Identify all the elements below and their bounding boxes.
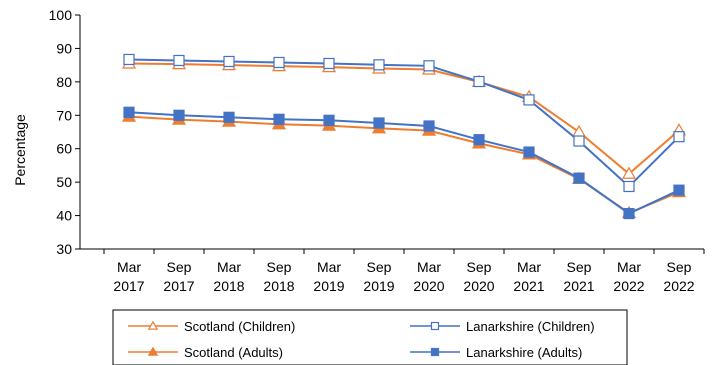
data-point (273, 113, 285, 125)
x-tick-label-month: Sep (467, 259, 492, 275)
x-tick-label-month: Sep (667, 259, 692, 275)
x-tick-label-month: Mar (217, 259, 241, 275)
series-line (128, 111, 680, 215)
data-point (523, 146, 535, 158)
x-tick-label-year: 2021 (513, 278, 544, 294)
legend-marker (147, 346, 159, 356)
series-line (128, 62, 680, 176)
x-tick-label-year: 2021 (563, 278, 594, 294)
y-tick-label: 90 (56, 40, 72, 56)
data-point (423, 120, 435, 132)
x-tick-label-year: 2022 (663, 278, 694, 294)
legend-label: Lanarkshire (Children) (466, 319, 595, 334)
y-tick-label: 80 (56, 74, 72, 90)
data-point (173, 54, 185, 67)
x-tick-label-year: 2017 (163, 278, 194, 294)
data-point (323, 114, 335, 126)
x-tick-label-year: 2022 (613, 278, 644, 294)
y-tick-label: 100 (49, 7, 73, 23)
y-tick-label: 70 (56, 107, 72, 123)
x-tick-label-month: Mar (317, 259, 341, 275)
data-point (323, 57, 335, 70)
x-tick-label-month: Sep (567, 259, 592, 275)
x-tick-label-year: 2020 (463, 278, 494, 294)
series-1 (123, 53, 685, 193)
legend-label: Scotland (Children) (184, 319, 295, 334)
x-tick-label-month: Mar (117, 259, 141, 275)
data-point (573, 135, 585, 147)
y-tick-label: 50 (56, 174, 72, 190)
x-axis: Mar 2017 Sep 2017 Mar 2018 Sep 2018 Mar 2019 Sep 20… (80, 248, 705, 294)
data-point (571, 124, 587, 138)
legend-marker (430, 347, 440, 357)
data-point (673, 131, 685, 143)
data-point (223, 111, 235, 123)
x-tick-label-month: Mar (417, 259, 441, 275)
x-tick-label-year: 2017 (113, 278, 144, 294)
data-point (573, 172, 585, 184)
data-point (473, 134, 485, 146)
series-3 (123, 106, 685, 220)
data-point (223, 55, 235, 68)
legend-marker (147, 320, 159, 330)
data-point (621, 166, 637, 179)
legend-item: Scotland (Children) (128, 319, 295, 334)
y-axis-title: Percentage (12, 114, 28, 186)
data-point (373, 59, 385, 71)
x-tick-label-month: Sep (367, 259, 392, 275)
x-tick-label-month: Mar (517, 259, 541, 275)
legend-label: Scotland (Adults) (184, 345, 283, 360)
legend-marker (430, 321, 440, 331)
x-tick-label-month: Mar (617, 259, 641, 275)
x-tick-label-month: Sep (167, 259, 192, 275)
legend-item: Lanarkshire (Children) (410, 319, 595, 334)
legend-item: Lanarkshire (Adults) (410, 345, 582, 360)
x-tick-label-year: 2019 (313, 278, 344, 294)
data-point (623, 180, 635, 193)
legend-item: Scotland (Adults) (128, 345, 283, 360)
y-tick-label: 60 (56, 141, 72, 157)
series-line (128, 115, 680, 215)
x-tick-label-month: Sep (267, 259, 292, 275)
series-2 (121, 109, 687, 218)
data-point (273, 56, 285, 69)
data-point (373, 117, 385, 129)
legend-box (112, 309, 628, 365)
y-axis: 30 40 50 60 70 80 90 100 (49, 7, 81, 257)
data-point (673, 184, 685, 196)
data-point (473, 75, 485, 88)
legend: Scotland (Children) Lanarkshire (Children… (112, 309, 628, 365)
x-tick-label-year: 2019 (363, 278, 394, 294)
data-point (173, 109, 185, 121)
series-line (128, 58, 680, 188)
data-point (123, 53, 135, 66)
y-tick-label: 30 (56, 241, 72, 257)
y-tick-label: 40 (56, 208, 72, 224)
x-tick-label-year: 2018 (213, 278, 244, 294)
data-point (623, 207, 635, 220)
x-tick-label-year: 2018 (263, 278, 294, 294)
data-point (523, 94, 535, 106)
data-point (123, 106, 135, 118)
data-point (423, 60, 435, 72)
series-layer (121, 53, 687, 220)
x-tick-label-year: 2020 (413, 278, 444, 294)
legend-label: Lanarkshire (Adults) (466, 345, 582, 360)
